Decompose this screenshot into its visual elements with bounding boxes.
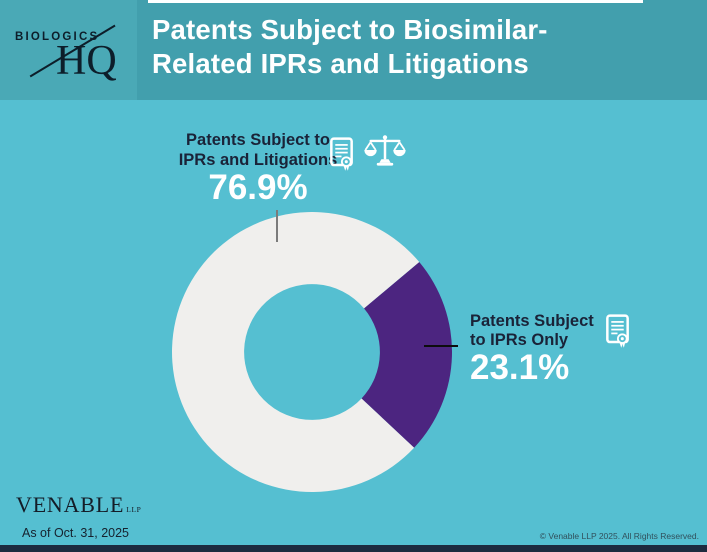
callout-left-percentage: 76.9% [208, 168, 308, 207]
biologicshq-logo: BIOLOGICS HQ [0, 0, 137, 100]
biologicshq-logo-hq: HQ [56, 38, 117, 84]
callout-right-line2: to IPRs Only [470, 331, 569, 349]
donut-segment-iprs-only [361, 262, 452, 448]
callout-right-percentage: 23.1% [470, 348, 570, 387]
callout-left-line1: Patents Subject to [186, 131, 330, 149]
page-title-line2: Related IPRs and Litigations [152, 48, 529, 79]
callout-left-line2: IPRs and Litigations [178, 150, 338, 169]
venable-wordmark: VENABLE [16, 492, 125, 517]
callout-right-icons [606, 313, 629, 355]
header-top-sliver [148, 0, 643, 3]
leader-line-major-segment [276, 210, 278, 242]
callout-right-line1: Patents Subject [470, 312, 594, 330]
copyright-notice: © Venable LLP 2025. All Rights Reserved. [539, 531, 699, 541]
venable-logo: VENABLE LLP [16, 492, 141, 518]
footer-rule [0, 545, 707, 552]
callout-iprs-and-litigations: Patents Subject to IPRs and Litigations … [158, 131, 358, 206]
as-of-date: As of Oct. 31, 2025 [22, 526, 130, 540]
callout-left-icons [330, 135, 408, 174]
biologicshq-logo-text: BIOLOGICS [15, 31, 100, 43]
callout-iprs-only: Patents Subject to IPRs Only 23.1% [470, 312, 594, 386]
certificate-document-icon [606, 314, 629, 348]
donut-chart [172, 212, 452, 492]
page-title: Patents Subject to Biosimilar- Related I… [152, 13, 692, 81]
page-title-line1: Patents Subject to Biosimilar- [152, 14, 548, 45]
scales-of-justice-icon [364, 135, 406, 166]
leader-line-minor-segment [424, 345, 458, 347]
donut-segment-iprs-and-litigations [172, 212, 420, 492]
certificate-document-icon [330, 137, 353, 171]
venable-llp-suffix: LLP [126, 505, 142, 514]
